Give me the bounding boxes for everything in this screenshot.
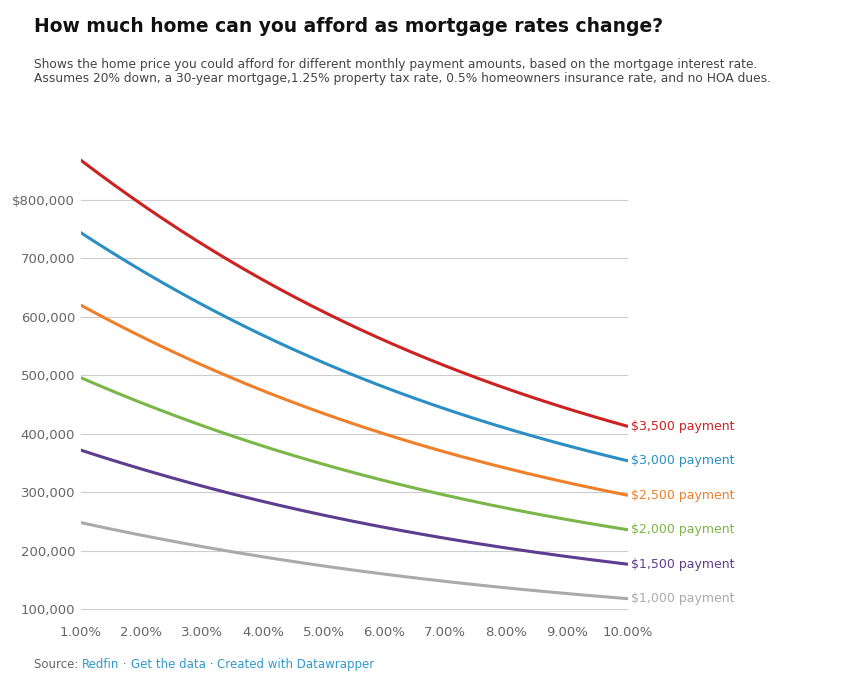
Text: Source:: Source: xyxy=(34,658,82,671)
Text: $2,500 payment: $2,500 payment xyxy=(631,488,734,501)
Text: $1,500 payment: $1,500 payment xyxy=(631,558,734,571)
Text: Created with Datawrapper: Created with Datawrapper xyxy=(217,658,374,671)
Text: Shows the home price you could afford for different monthly payment amounts, bas: Shows the home price you could afford fo… xyxy=(34,58,757,71)
Text: Assumes 20% down, a 30-year mortgage,1.25% property tax rate, 0.5% homeowners in: Assumes 20% down, a 30-year mortgage,1.2… xyxy=(34,72,771,85)
Text: $3,500 payment: $3,500 payment xyxy=(631,420,734,433)
Text: Get the data: Get the data xyxy=(131,658,205,671)
Text: $1,000 payment: $1,000 payment xyxy=(631,592,734,605)
Text: $2,000 payment: $2,000 payment xyxy=(631,523,734,536)
Text: Redfin: Redfin xyxy=(82,658,120,671)
Text: ·: · xyxy=(120,658,131,671)
Text: How much home can you afford as mortgage rates change?: How much home can you afford as mortgage… xyxy=(34,17,663,36)
Text: ·: · xyxy=(205,658,217,671)
Text: $3,000 payment: $3,000 payment xyxy=(631,454,734,467)
